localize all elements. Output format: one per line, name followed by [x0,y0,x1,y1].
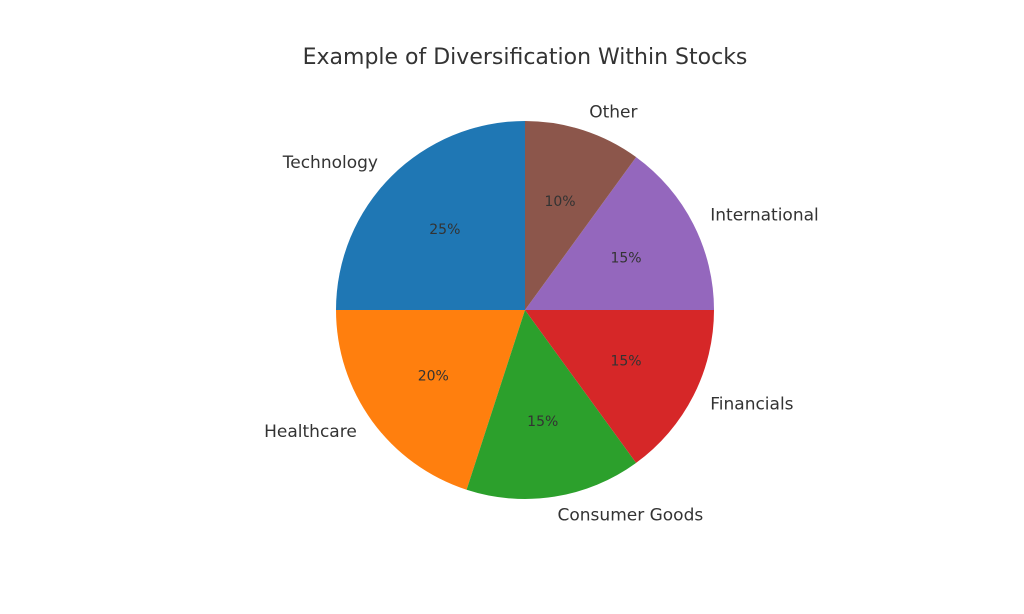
value-label: 15% [610,251,641,267]
value-label: 15% [527,414,558,430]
slice-label: Consumer Goods [558,505,704,525]
slice-label: Technology [282,153,378,173]
slice-label: Other [589,102,637,122]
slice-label: Financials [710,394,793,414]
value-label: 15% [610,353,641,369]
pie-slice [525,310,714,463]
pie-slice [525,121,637,310]
pie-slice [525,157,714,310]
slice-label: Healthcare [264,422,357,442]
chart-title: Example of Diversification Within Stocks [303,45,748,70]
value-label: 20% [418,369,449,385]
pie-slice [336,121,525,310]
slice-label: International [710,206,819,226]
value-label: 10% [544,194,575,210]
pie-slice [336,310,525,490]
value-label: 25% [429,222,460,238]
pie-slice [466,310,637,500]
